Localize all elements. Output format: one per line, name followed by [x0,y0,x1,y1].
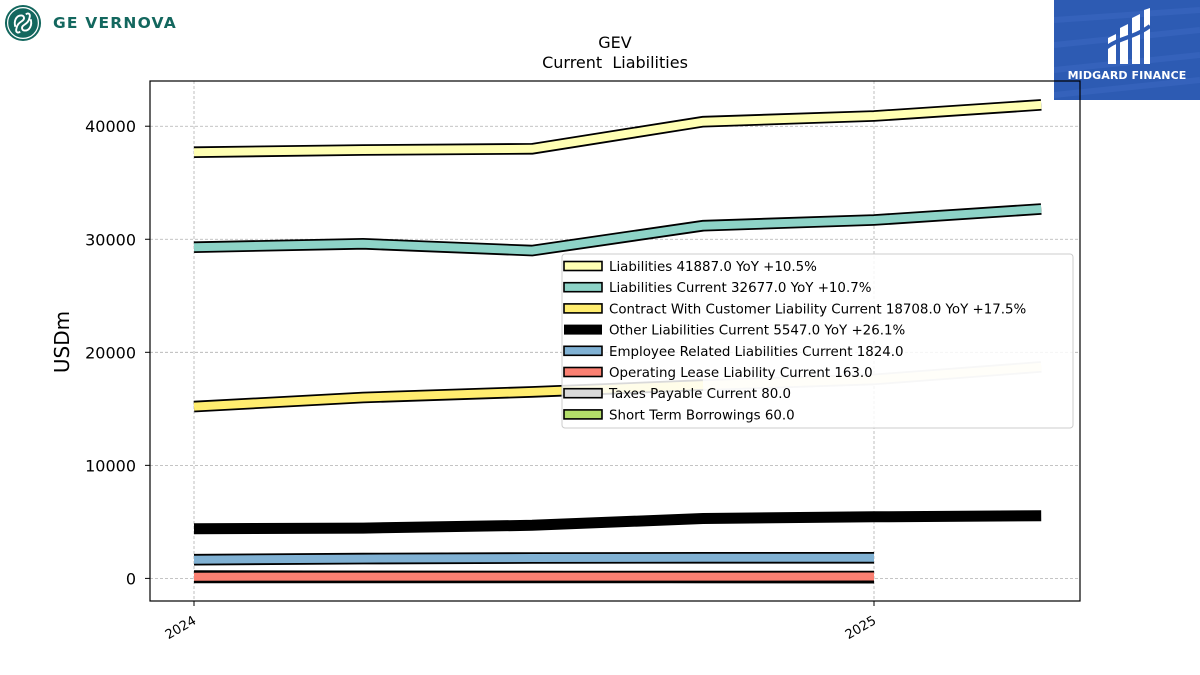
series-line [193,510,1042,535]
legend-label: Operating Lease Liability Current 163.0 [609,366,873,381]
series-line [193,205,1042,255]
chart-title: GEV [598,33,632,52]
legend-swatch [564,324,602,335]
brand-right-name: MIDGARD FINANCE [1067,69,1187,82]
legend-label: Taxes Payable Current 80.0 [608,387,791,402]
series-line [193,100,1042,157]
y-tick-label: 20000 [85,343,136,362]
legend-label: Liabilities Current 32677.0 YoY +10.7% [609,281,871,296]
legend-label: Short Term Borrowings 60.0 [609,408,795,423]
series-line [193,553,874,564]
legend-swatch [563,366,603,378]
ge-monogram-icon [4,4,42,42]
y-tick-label: 40000 [85,117,136,136]
legend-swatch [563,260,603,272]
legend-swatch [563,387,603,399]
legend-label: Contract With Customer Liability Current… [609,302,1026,317]
legend-label: Liabilities 41887.0 YoY +10.5% [609,260,817,275]
legend-label: Other Liabilities Current 5547.0 YoY +26… [609,324,905,339]
legend-label: Employee Related Liabilities Current 182… [609,345,904,360]
brand-left-name: GE VERNOVA [53,14,177,32]
legend-swatch [563,303,603,314]
midgard-logo-icon [1104,8,1152,64]
legend-box [561,253,1074,429]
legend-swatch [563,345,603,357]
ge-vernova-logo: GE VERNOVA [4,4,177,42]
x-tick-label: 2025 [843,613,879,643]
y-tick-label: 30000 [85,230,136,249]
legend-swatch [563,409,603,420]
chart-subtitle: Current Liabilities [542,53,688,72]
x-tick-label: 2024 [163,613,199,643]
legend-swatch [563,281,603,293]
y-tick-label: 0 [126,569,136,588]
y-axis-label: USDm [50,311,74,373]
plot-frame [149,80,1081,602]
midgard-finance-logo: MIDGARD FINANCE [1054,0,1200,100]
legend: Liabilities 41887.0 YoY +10.5% Liabilitie… [561,253,1074,429]
y-tick-label: 10000 [85,456,136,475]
